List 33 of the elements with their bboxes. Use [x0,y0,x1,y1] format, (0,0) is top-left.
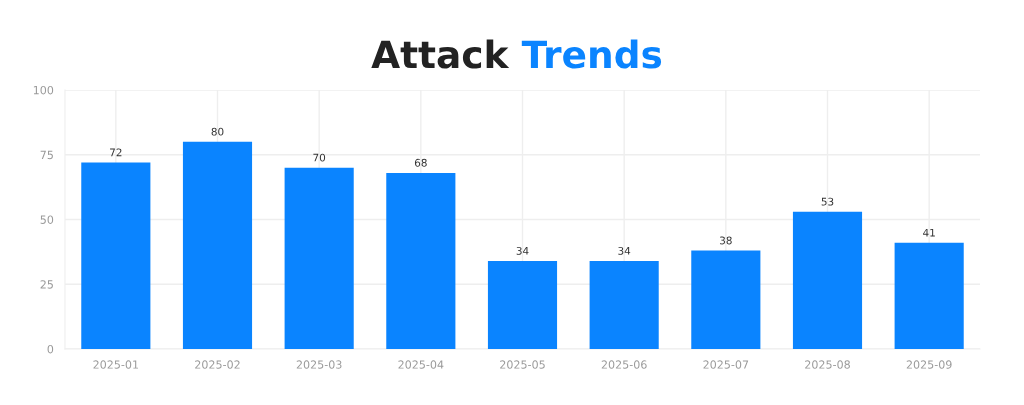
bar [284,167,354,349]
data-label: 34 [618,246,631,255]
x-tick-label: 2025-04 [398,360,444,369]
bar [182,141,253,349]
data-label: 72 [110,148,122,157]
data-label: 38 [720,236,732,245]
data-label: 80 [211,127,224,136]
bar [487,260,558,349]
bar [894,242,964,349]
y-tick-label: 0 [47,344,54,354]
data-label: 68 [414,158,427,167]
y-tick-label: 100 [33,85,54,95]
bar [691,250,761,349]
bar [386,172,456,349]
bar [81,162,151,349]
data-label: 34 [516,246,529,255]
x-tick-label: 2025-08 [805,360,850,369]
bar [589,260,659,349]
x-tick-label: 2025-01 [93,360,139,369]
data-label: 53 [821,197,834,206]
y-tick-label: 25 [40,280,53,289]
x-tick-label: 2025-09 [906,360,952,369]
y-tick-label: 75 [40,150,53,160]
x-tick-label: 2025-02 [195,360,240,369]
data-label: 70 [313,153,326,162]
y-tick-label: 50 [40,215,54,224]
data-label: 41 [923,228,935,237]
bar [792,211,863,349]
x-tick-label: 2025-05 [500,360,545,369]
chart-title: Attack Trends [371,39,662,69]
x-tick-label: 2025-06 [601,360,647,369]
x-tick-label: 2025-03 [296,360,342,369]
x-tick-label: 2025-07 [703,360,749,369]
